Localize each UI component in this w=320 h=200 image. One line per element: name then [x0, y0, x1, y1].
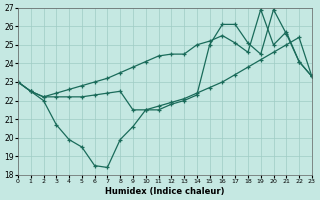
X-axis label: Humidex (Indice chaleur): Humidex (Indice chaleur): [105, 187, 225, 196]
